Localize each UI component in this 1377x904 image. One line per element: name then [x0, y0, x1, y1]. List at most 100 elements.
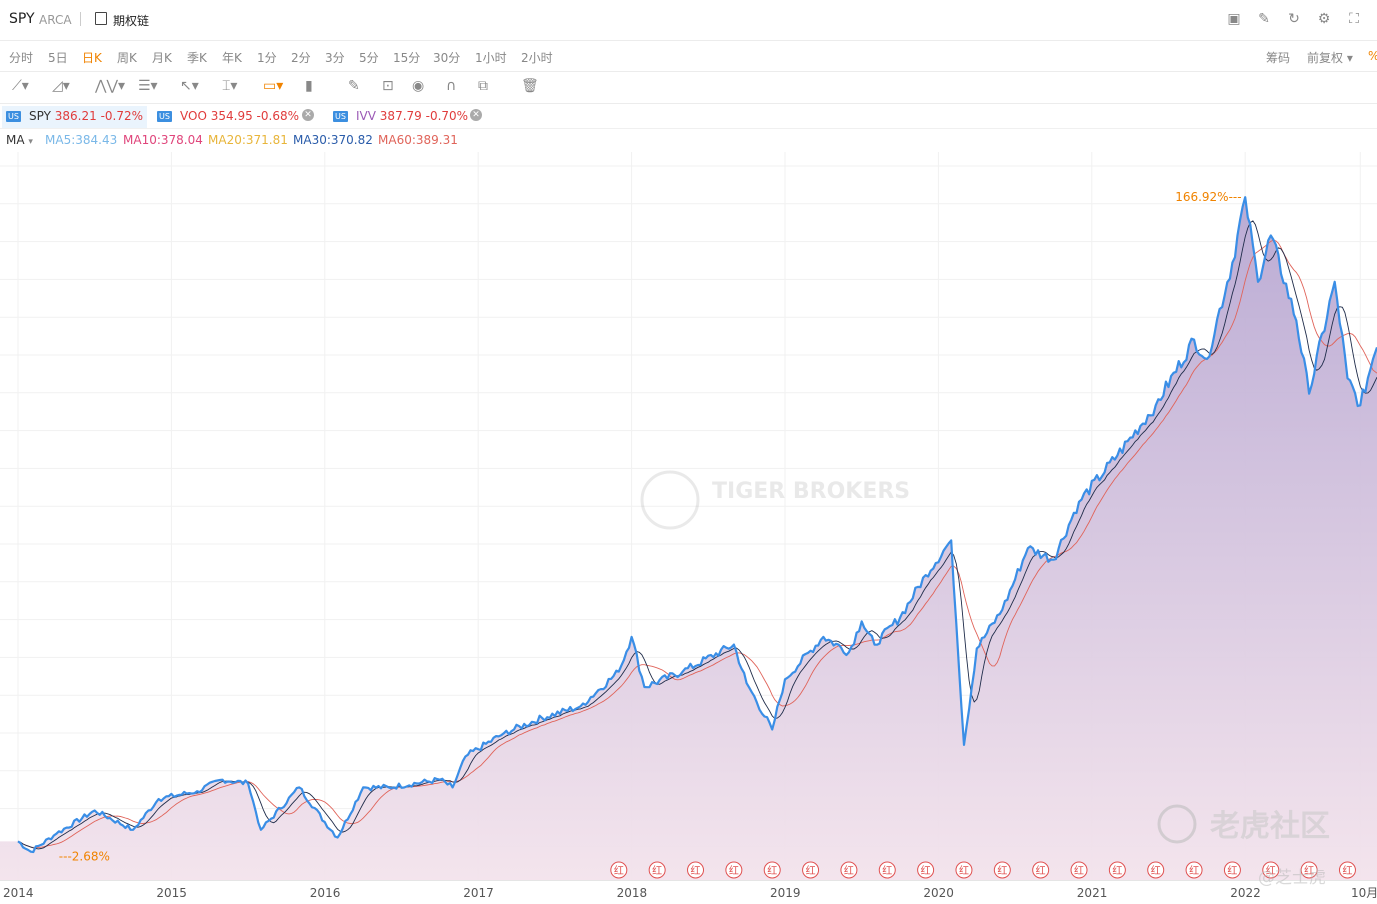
watermark-brand-en: TIGER BROKERS	[712, 479, 910, 504]
dividend-marker-icon[interactable]: 红	[610, 861, 628, 879]
period-tab[interactable]: 1小时	[475, 51, 507, 65]
period-bar: 分时 5日 日K 周K 月K 季K 年K 1分 2分 3分 5分 15分 30分…	[0, 40, 1377, 72]
channel-tool-icon[interactable]: ◿▾	[52, 78, 70, 94]
x-tick-label: 2021	[1077, 886, 1108, 900]
x-tick-label: 2022	[1230, 886, 1261, 900]
divider	[80, 12, 81, 26]
comparison-change: -0.70%	[425, 109, 469, 123]
period-tab[interactable]: 30分	[433, 51, 461, 65]
magnet-icon[interactable]: ∩	[446, 78, 457, 94]
x-axis: 2014 2015 2016 2017 2018 2019 2020 2021 2022 10月	[0, 880, 1377, 900]
dividend-marker-icon[interactable]: 红	[993, 861, 1011, 879]
dividend-marker-icon[interactable]: 红	[917, 861, 935, 879]
period-tab-active[interactable]: 日K	[82, 51, 102, 65]
period-tab[interactable]: 2分	[291, 51, 311, 65]
dividend-marker-icon[interactable]: 红	[687, 861, 705, 879]
settings-gear-icon[interactable]: ⚙	[1317, 11, 1331, 27]
comparison-symbol: IVV	[356, 109, 376, 123]
period-tab[interactable]: 3分	[325, 51, 345, 65]
dividend-marker-icon[interactable]: 红	[1070, 861, 1088, 879]
ma60-value: MA60:389.31	[378, 133, 458, 147]
comparison-bar: US SPY 386.21 -0.72% US VOO 354.95 -0.68…	[0, 104, 1377, 129]
fullscreen-icon[interactable]: ⛶	[1349, 11, 1359, 27]
options-chain-link[interactable]: 期权链	[113, 14, 150, 28]
dividend-marker-icon[interactable]: 红	[840, 861, 858, 879]
line-tool-icon[interactable]: ⟋▾	[12, 78, 29, 94]
us-badge-icon: US	[6, 111, 21, 122]
period-tab[interactable]: 年K	[222, 51, 242, 65]
x-tick-label: 2019	[770, 886, 801, 900]
dividend-marker-icon[interactable]: 红	[1338, 861, 1356, 879]
comparison-price: 387.79	[379, 109, 422, 123]
dividend-marker-icon[interactable]: 红	[802, 861, 820, 879]
period-tab[interactable]: 1分	[257, 51, 277, 65]
x-tick-label: 2020	[923, 886, 954, 900]
dividend-marker-icon[interactable]: 红	[878, 861, 896, 879]
svg-text:红: 红	[691, 864, 701, 877]
svg-text:红: 红	[882, 864, 892, 877]
ma5-value: MA5:384.43	[45, 133, 118, 147]
dividend-marker-icon[interactable]: 红	[1032, 861, 1050, 879]
us-badge-icon: US	[157, 111, 172, 122]
dividend-marker-icon[interactable]: 红	[648, 861, 666, 879]
text-tool-icon[interactable]: ⌶▾	[222, 78, 238, 94]
chips-button[interactable]: 筹码	[1266, 51, 1291, 65]
eye-icon[interactable]: ◉	[412, 78, 425, 94]
svg-text:红: 红	[806, 864, 816, 877]
measure-tool-icon[interactable]: ▮	[305, 78, 313, 94]
period-tab[interactable]: 5分	[359, 51, 379, 65]
period-tab[interactable]: 季K	[187, 51, 207, 65]
top-bar: SPY ARCA 期权链 ▣ ✎ ↻ ⚙ ⛶	[0, 0, 1377, 41]
x-tick-label: 2017	[463, 886, 494, 900]
dividend-marker-icon[interactable]: 红	[763, 861, 781, 879]
pencil-icon[interactable]: ✎	[348, 78, 360, 94]
period-tab[interactable]: 月K	[152, 51, 172, 65]
adjust-dropdown[interactable]: 前复权 ▾	[1307, 51, 1353, 65]
dividend-marker-icon[interactable]: 红	[725, 861, 743, 879]
dividend-marker-icon[interactable]: 红	[1300, 861, 1318, 879]
dividend-marker-icon[interactable]: 红	[955, 861, 973, 879]
refresh-icon[interactable]: ↻	[1288, 11, 1300, 27]
period-tab[interactable]: 2小时	[521, 51, 553, 65]
label-tool-icon[interactable]: ▭▾	[263, 78, 284, 94]
comparison-item[interactable]: VOO 354.95 -0.68%	[180, 109, 299, 123]
exchange-label: ARCA	[39, 13, 72, 27]
lock-icon[interactable]: ⊡	[382, 78, 394, 94]
dividend-marker-icon[interactable]: 红	[1185, 861, 1203, 879]
x-tick-label: 2015	[156, 886, 187, 900]
pattern-tool-icon[interactable]: ⋀⋁▾	[95, 78, 125, 94]
trash-icon[interactable]: 🗑	[521, 78, 539, 94]
comparison-item[interactable]: SPY 386.21 -0.72%	[29, 109, 143, 123]
comparison-item[interactable]: IVV 387.79 -0.70%	[356, 109, 468, 123]
comparison-change: -0.68%	[256, 109, 299, 123]
period-tab[interactable]: 5日	[48, 51, 68, 65]
svg-text:红: 红	[1074, 864, 1084, 877]
percent-toggle[interactable]: %	[1368, 49, 1377, 63]
x-tick-label: 10月	[1351, 886, 1377, 900]
edit-icon[interactable]: ✎	[1258, 11, 1270, 27]
dividend-marker-icon[interactable]: 红	[1262, 861, 1280, 879]
arrow-tool-icon[interactable]: ↖▾	[180, 78, 199, 94]
dividend-marker-icon[interactable]: 红	[1223, 861, 1241, 879]
price-chart[interactable]: 166.92%------2.68% 红红红红红红红红红红红红红红红红红红红红 …	[0, 152, 1377, 904]
chart-type-icon[interactable]: ▣	[1227, 11, 1241, 27]
options-chain-icon[interactable]	[95, 12, 107, 25]
fib-tool-icon[interactable]: ☰▾	[138, 78, 158, 94]
svg-text:红: 红	[614, 864, 624, 877]
period-tab[interactable]: 分时	[9, 51, 34, 65]
indicator-selector[interactable]: MA ▾	[6, 133, 33, 147]
x-tick-label: 2018	[617, 886, 648, 900]
dividend-marker-icon[interactable]: 红	[1108, 861, 1126, 879]
main-symbol-highlight	[2, 106, 147, 128]
svg-text:红: 红	[921, 864, 931, 877]
clone-icon[interactable]: ⧉	[478, 78, 488, 94]
remove-comparison-icon[interactable]: ✕	[470, 109, 482, 121]
dividend-marker-icon[interactable]: 红	[1147, 861, 1165, 879]
watermark-user: @芝士虎	[1258, 868, 1326, 888]
comparison-change: -0.72%	[100, 109, 144, 123]
period-tab[interactable]: 周K	[117, 51, 137, 65]
ticker-symbol: SPY	[9, 11, 35, 27]
period-tab[interactable]: 15分	[393, 51, 421, 65]
svg-text:红: 红	[1304, 864, 1314, 877]
remove-comparison-icon[interactable]: ✕	[302, 109, 314, 121]
